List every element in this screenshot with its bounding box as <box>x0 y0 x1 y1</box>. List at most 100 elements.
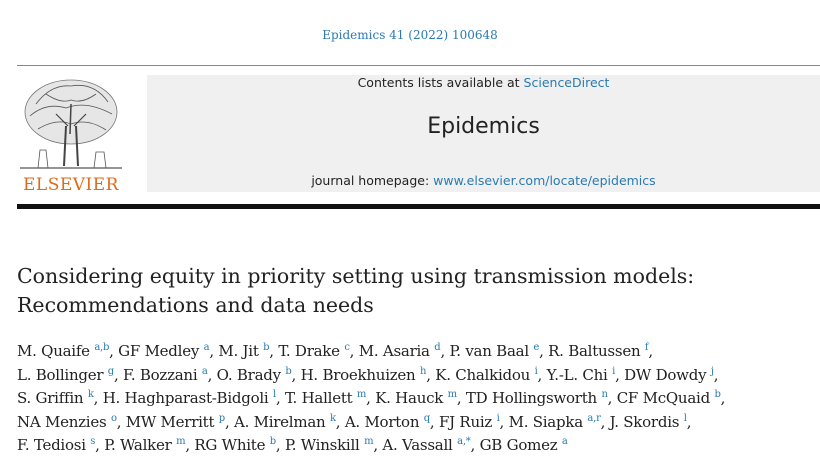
journal-citation[interactable]: Epidemics 41 (2022) 100648 <box>322 28 498 42</box>
author-name[interactable]: A. Mirelman <box>233 412 326 431</box>
publisher-logo: ELSEVIER <box>16 74 126 195</box>
publisher-name: ELSEVIER <box>23 175 119 195</box>
author-name[interactable]: S. Griffin <box>17 389 84 407</box>
author-name[interactable]: T. Hallett <box>284 389 353 407</box>
affiliation-marker[interactable]: m <box>356 389 367 400</box>
author-line: F. Tediosi s, P. Walker m, RG White b, P… <box>17 434 820 458</box>
author-name[interactable]: R. Baltussen <box>548 342 641 360</box>
author-name[interactable]: P. Winskill <box>284 436 360 454</box>
affiliation-marker[interactable]: l <box>683 412 687 424</box>
sciencedirect-link[interactable]: ScienceDirect <box>523 75 610 90</box>
affiliation-marker[interactable]: a <box>201 365 208 377</box>
author-name[interactable]: K. Hauck <box>375 389 444 407</box>
affiliation-marker[interactable]: n <box>601 389 608 400</box>
affiliation-marker[interactable]: p <box>218 412 225 424</box>
affiliation-marker[interactable]: a <box>203 342 210 353</box>
author-name[interactable]: P. van Baal <box>449 342 529 360</box>
author-separator: , <box>349 342 359 360</box>
author-line: L. Bollinger g, F. Bozzani a, O. Brady b… <box>17 364 820 388</box>
author-name[interactable]: M. Jit <box>218 342 259 360</box>
author-name[interactable]: M. Asaria <box>358 342 430 360</box>
author-name[interactable]: P. Walker <box>104 436 172 454</box>
author-name[interactable]: J. Skordis <box>609 412 680 431</box>
author-name[interactable]: DW Dowdy <box>624 365 707 384</box>
affiliation-marker[interactable]: k <box>87 389 94 400</box>
tree-icon <box>20 79 122 169</box>
author-name[interactable]: Y.-L. Chi <box>546 365 608 384</box>
author-name[interactable]: H. Haghparast-Bidgoli <box>102 389 269 407</box>
author-separator: , <box>456 389 466 407</box>
author-separator: , <box>291 365 301 384</box>
author-name[interactable]: NA Menzies <box>17 412 107 431</box>
affiliation-marker[interactable]: g <box>107 365 114 377</box>
author-separator: , <box>537 365 547 384</box>
author-separator: , <box>426 365 436 384</box>
affiliation-marker[interactable]: a,b <box>94 342 110 353</box>
affiliation-marker[interactable]: m <box>447 389 457 400</box>
author-separator: , <box>607 389 617 407</box>
affiliation-marker[interactable]: k <box>329 412 336 424</box>
affiliation-marker[interactable]: e <box>533 342 540 353</box>
affiliation-marker[interactable]: s <box>90 436 96 447</box>
author-name[interactable]: T. Drake <box>278 342 340 360</box>
homepage-prefix: journal homepage: <box>311 173 434 188</box>
author-name[interactable]: GB Gomez <box>479 436 558 454</box>
author-name[interactable]: A. Morton <box>344 412 420 431</box>
author-separator: , <box>648 342 653 360</box>
author-separator: , <box>600 412 610 431</box>
homepage-link[interactable]: www.elsevier.com/locate/epidemics <box>433 173 656 188</box>
author-name[interactable]: O. Brady <box>216 365 281 384</box>
contents-line: Contents lists available at ScienceDirec… <box>147 75 820 90</box>
author-separator: , <box>713 365 719 384</box>
author-separator: , <box>93 389 103 407</box>
affiliation-marker[interactable]: b <box>269 436 276 447</box>
affiliation-marker[interactable]: j <box>710 365 714 377</box>
author-separator: , <box>499 412 509 431</box>
author-name[interactable]: H. Broekhuizen <box>300 365 416 384</box>
affiliation-marker[interactable]: b <box>714 389 721 400</box>
affiliation-marker[interactable]: f <box>644 342 649 353</box>
affiliation-marker[interactable]: o <box>110 412 117 424</box>
author-separator: , <box>116 412 126 431</box>
affiliation-marker[interactable]: m <box>364 436 374 447</box>
author-name[interactable]: L. Bollinger <box>17 365 104 384</box>
author-line: M. Quaife a,b, GF Medley a, M. Jit b, T.… <box>17 340 820 364</box>
affiliation-marker[interactable]: b <box>285 365 292 377</box>
author-name[interactable]: F. Bozzani <box>123 365 198 384</box>
author-name[interactable]: TD Hollingsworth <box>465 389 597 407</box>
author-name[interactable]: F. Tediosi <box>17 436 86 454</box>
author-name[interactable]: MW Merritt <box>125 412 215 431</box>
header-divider <box>17 204 820 209</box>
affiliation-marker[interactable]: i <box>534 365 538 377</box>
author-separator: , <box>720 389 726 407</box>
author-separator: , <box>615 365 625 384</box>
author-separator: , <box>539 342 549 360</box>
author-separator: , <box>207 365 217 384</box>
affiliation-marker[interactable]: i <box>612 365 616 377</box>
affiliation-marker[interactable]: a,r <box>587 412 601 424</box>
author-name[interactable]: M. Siapka <box>508 412 584 431</box>
journal-banner: Contents lists available at ScienceDirec… <box>147 75 820 192</box>
affiliation-marker[interactable]: i <box>496 412 500 424</box>
affiliation-marker[interactable]: h <box>419 365 427 377</box>
affiliation-marker[interactable]: b <box>263 342 270 353</box>
affiliation-marker[interactable]: a <box>561 436 568 447</box>
author-separator: , <box>335 412 345 431</box>
author-name[interactable]: RG White <box>194 436 266 454</box>
affiliation-marker[interactable]: q <box>423 412 430 424</box>
author-name[interactable]: FJ Ruiz <box>438 412 493 431</box>
affiliation-marker[interactable]: c <box>344 342 350 353</box>
contents-prefix: Contents lists available at <box>357 75 524 90</box>
author-separator: , <box>269 342 279 360</box>
author-name[interactable]: M. Quaife <box>17 342 90 360</box>
author-name[interactable]: CF McQuaid <box>616 389 710 407</box>
article-title: Considering equity in priority setting u… <box>17 262 807 320</box>
affiliation-marker[interactable]: d <box>434 342 441 353</box>
affiliation-marker[interactable]: a,* <box>457 436 471 447</box>
affiliation-marker[interactable]: l <box>272 389 276 400</box>
author-name[interactable]: GF Medley <box>118 342 200 360</box>
author-name[interactable]: K. Chalkidou <box>435 365 531 384</box>
author-name[interactable]: A. Vassall <box>382 436 453 454</box>
affiliation-marker[interactable]: m <box>176 436 186 447</box>
journal-title: Epidemics <box>427 114 540 139</box>
